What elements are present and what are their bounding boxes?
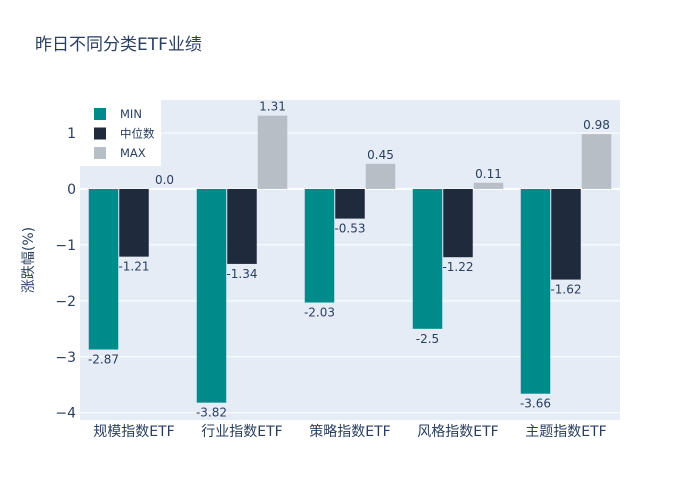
- bar-中位数[interactable]: [119, 188, 149, 257]
- legend-swatch[interactable]: [94, 127, 106, 140]
- data-label: 1.31: [259, 100, 286, 114]
- data-label: -1.34: [226, 267, 257, 281]
- data-label: -0.53: [334, 222, 365, 236]
- x-tick-label: 规模指数ETF: [93, 424, 174, 440]
- bar-MIN[interactable]: [520, 188, 551, 394]
- data-label: -2.03: [304, 306, 335, 320]
- bar-中位数[interactable]: [551, 188, 581, 280]
- y-tick-label: 0: [67, 182, 76, 198]
- bar-中位数[interactable]: [335, 188, 365, 219]
- legend-label[interactable]: MAX: [120, 146, 146, 160]
- y-tick-label: −1: [55, 238, 76, 254]
- legend-label[interactable]: 中位数: [120, 127, 155, 141]
- data-label: -2.87: [88, 353, 119, 367]
- data-label: 0.45: [367, 148, 394, 162]
- bar-MAX[interactable]: [473, 182, 504, 189]
- data-label: -3.82: [196, 406, 227, 420]
- legend-label[interactable]: MIN: [120, 107, 142, 121]
- data-label: -1.62: [550, 283, 581, 297]
- data-label: -1.22: [442, 260, 473, 274]
- bar-中位数[interactable]: [443, 188, 473, 258]
- legend[interactable]: MIN 中位数 MAX: [80, 100, 161, 166]
- bar-MAX[interactable]: [365, 163, 396, 189]
- data-label: -3.66: [520, 397, 551, 411]
- data-label: 0.98: [583, 118, 610, 132]
- bar-中位数[interactable]: [227, 188, 257, 264]
- legend-background: [80, 100, 161, 166]
- x-tick-label: 行业指数ETF: [201, 424, 282, 440]
- data-label: 0.0: [155, 173, 174, 187]
- chart-title: 昨日不同分类ETF业绩: [35, 35, 202, 55]
- x-tick-label: 策略指数ETF: [309, 423, 390, 440]
- x-tick-label: 主题指数ETF: [525, 424, 606, 440]
- bar-MIN[interactable]: [88, 188, 119, 350]
- legend-swatch[interactable]: [94, 147, 106, 159]
- y-tick-label: −2: [55, 294, 76, 310]
- bar-MIN[interactable]: [412, 188, 443, 329]
- y-tick-label: −4: [55, 406, 76, 422]
- y-axis-label: 涨跌幅(%): [21, 227, 37, 293]
- data-label: 0.11: [475, 167, 502, 181]
- bar-MAX[interactable]: [257, 115, 288, 189]
- y-tick-label: 1: [67, 126, 76, 142]
- bar-MIN[interactable]: [196, 188, 227, 403]
- legend-swatch[interactable]: [94, 108, 106, 120]
- bar-MAX[interactable]: [581, 134, 612, 189]
- y-tick-label: −3: [55, 350, 76, 366]
- x-tick-label: 风格指数ETF: [417, 424, 498, 440]
- data-label: -2.5: [416, 332, 439, 346]
- bar-MIN[interactable]: [304, 188, 335, 303]
- data-label: -1.21: [118, 260, 149, 274]
